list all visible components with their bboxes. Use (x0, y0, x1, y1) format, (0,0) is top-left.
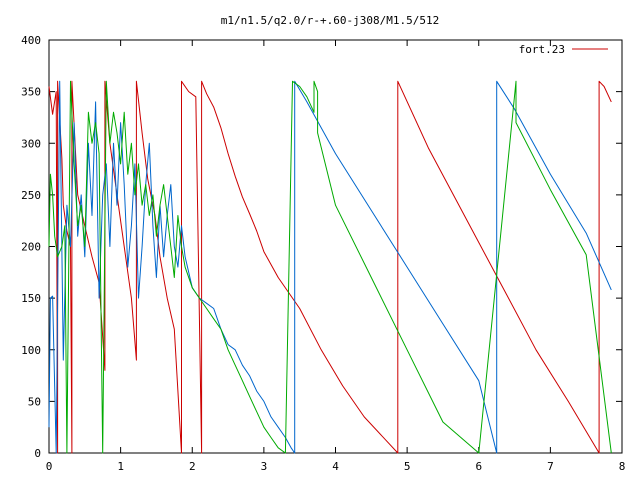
x-tick-label: 5 (404, 460, 411, 473)
y-tick-label: 250 (21, 189, 41, 202)
chart-title: m1/n1.5/q2.0/r-+.60-j308/M1.5/512 (221, 14, 440, 27)
x-axis: 0 1 2 3 4 5 6 7 8 (46, 40, 626, 473)
x-tick-label: 8 (619, 460, 626, 473)
series-layer (48, 80, 612, 454)
y-axis: 0 50 100 150 200 250 300 350 400 (21, 34, 622, 460)
x-tick-label: 3 (261, 460, 268, 473)
series-line-3 (48, 80, 612, 454)
series-line-2 (48, 80, 612, 454)
y-tick-label: 300 (21, 137, 41, 150)
series-line-1 (48, 80, 612, 454)
y-tick-label: 200 (21, 241, 41, 254)
y-tick-label: 0 (34, 447, 41, 460)
x-tick-label: 4 (332, 460, 339, 473)
plot-area-frame (48, 39, 623, 454)
x-tick-label: 0 (46, 460, 53, 473)
y-tick-label: 100 (21, 344, 41, 357)
x-tick-label: 2 (189, 460, 196, 473)
x-tick-label: 7 (547, 460, 554, 473)
y-tick-label: 400 (21, 34, 41, 47)
y-tick-label: 150 (21, 292, 41, 305)
x-tick-label: 6 (475, 460, 482, 473)
legend: fort.23 (519, 43, 608, 56)
y-tick-label: 350 (21, 86, 41, 99)
x-tick-label: 1 (117, 460, 124, 473)
legend-label: fort.23 (519, 43, 565, 56)
y-tick-label: 50 (28, 395, 41, 408)
